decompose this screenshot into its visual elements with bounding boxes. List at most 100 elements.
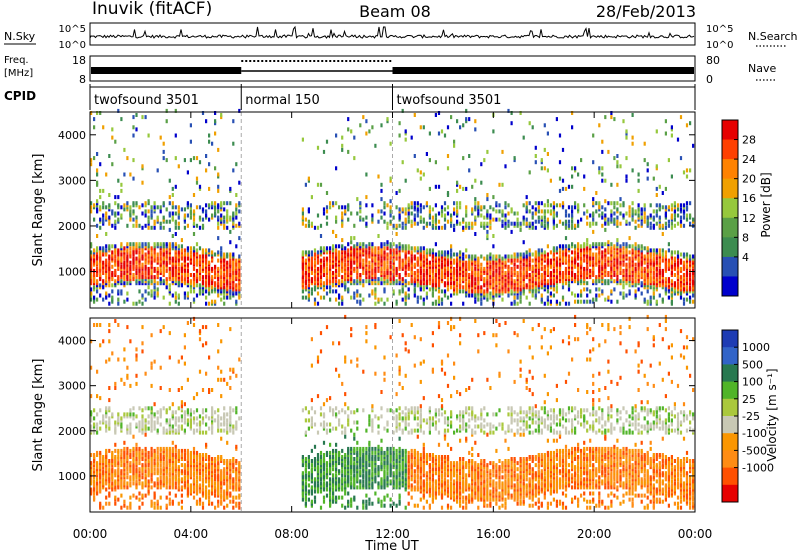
heatmap-cell [144, 252, 147, 257]
heatmap-cell [504, 279, 507, 284]
heatmap-cell [332, 229, 335, 234]
heatmap-cell [307, 207, 310, 212]
heatmap-cell [622, 283, 625, 288]
heatmap-cell [117, 260, 120, 265]
heatmap-cell [431, 275, 434, 280]
heatmap-cell [410, 211, 413, 216]
heatmap-cell [353, 236, 356, 241]
heatmap-cell [592, 229, 595, 234]
heatmap-cell [679, 215, 683, 220]
heatmap-cell [631, 141, 634, 146]
heatmap-cell [549, 203, 552, 208]
heatmap-cell [138, 428, 141, 433]
heatmap-cell [652, 275, 655, 280]
heatmap-cell [235, 211, 238, 216]
heatmap-cell [189, 250, 192, 255]
heatmap-cell [195, 258, 199, 263]
heatmap-cell [431, 266, 434, 271]
heatmap-cell [316, 279, 320, 284]
heatmap-cell [99, 266, 102, 271]
heatmap-cell [574, 279, 577, 284]
heatmap-cell [437, 211, 441, 216]
heatmap-cell [111, 450, 114, 455]
heatmap-cell [416, 207, 419, 212]
heatmap-cell [129, 467, 132, 472]
heatmap-cell [401, 279, 404, 284]
heatmap-cell [685, 277, 689, 282]
heatmap-cell [519, 252, 522, 257]
heatmap-cell [583, 211, 586, 216]
heatmap-cell [495, 287, 498, 292]
heatmap-cell [398, 242, 401, 247]
heatmap-cell [652, 248, 655, 253]
heatmap-cell [138, 497, 141, 502]
heatmap-cell [132, 244, 135, 249]
heatmap-cell [398, 289, 401, 294]
heatmap-cell [135, 260, 138, 265]
heatmap-cell [356, 244, 359, 249]
heatmap-cell [353, 260, 356, 265]
heatmap-cell [398, 291, 401, 296]
heatmap-cell [141, 271, 144, 275]
heatmap-cell [114, 219, 117, 224]
heatmap-cell [156, 446, 159, 451]
heatmap-cell [480, 287, 483, 292]
heatmap-cell [513, 223, 516, 228]
heatmap-cell [114, 283, 117, 288]
heatmap-cell [516, 279, 519, 284]
heatmap-cell [162, 225, 165, 230]
heatmap-cell [558, 260, 562, 265]
heatmap-cell [643, 203, 646, 208]
heatmap-cell [362, 248, 365, 253]
heatmap-cell [141, 453, 144, 457]
heatmap-cell [90, 424, 93, 429]
heatmap-cell [177, 250, 180, 255]
heatmap-cell [335, 256, 338, 261]
heatmap-cell [138, 424, 141, 429]
heatmap-cell [141, 293, 144, 298]
heatmap-cell [450, 244, 453, 249]
heatmap-cell [105, 271, 108, 275]
heatmap-cell [422, 205, 425, 210]
heatmap-cell [619, 211, 622, 216]
heatmap-cell [410, 219, 413, 224]
heatmap-cell [195, 260, 199, 265]
heatmap-cell [226, 291, 229, 296]
heatmap-cell [195, 273, 199, 277]
heatmap-cell [126, 156, 129, 161]
heatmap-cell [159, 467, 162, 472]
heatmap-cell [643, 275, 646, 280]
heatmap-cell [201, 248, 205, 253]
heatmap-cell [374, 252, 377, 257]
heatmap-cell [153, 275, 156, 280]
heatmap-cell [114, 258, 117, 263]
heatmap-cell [96, 260, 99, 265]
heatmap-cell [682, 283, 686, 288]
heatmap-cell [307, 271, 310, 275]
heatmap-cell [425, 283, 428, 288]
heatmap-cell [232, 264, 235, 269]
heatmap-cell [132, 217, 135, 222]
heatmap-cell [474, 277, 477, 282]
heatmap-cell [540, 293, 543, 298]
heatmap-cell [652, 266, 655, 271]
heatmap-cell [174, 184, 177, 189]
heatmap-cell [604, 215, 607, 220]
heatmap-cell [468, 154, 471, 158]
heatmap-cell [368, 264, 371, 269]
heatmap-cell [114, 279, 117, 284]
heatmap-cell [353, 266, 356, 271]
heatmap-cell [543, 147, 546, 152]
heatmap-cell [589, 248, 592, 253]
heatmap-cell [616, 207, 619, 212]
heatmap-cell [401, 260, 404, 265]
heatmap-cell [640, 207, 643, 212]
heatmap-cell [123, 453, 126, 457]
heatmap-cell [229, 291, 232, 296]
heatmap-cell [156, 168, 159, 173]
heatmap-cell [192, 260, 196, 265]
heatmap-cell [93, 408, 96, 413]
heatmap-cell [105, 291, 108, 296]
heatmap-cell [434, 242, 437, 247]
heatmap-cell [153, 225, 156, 230]
